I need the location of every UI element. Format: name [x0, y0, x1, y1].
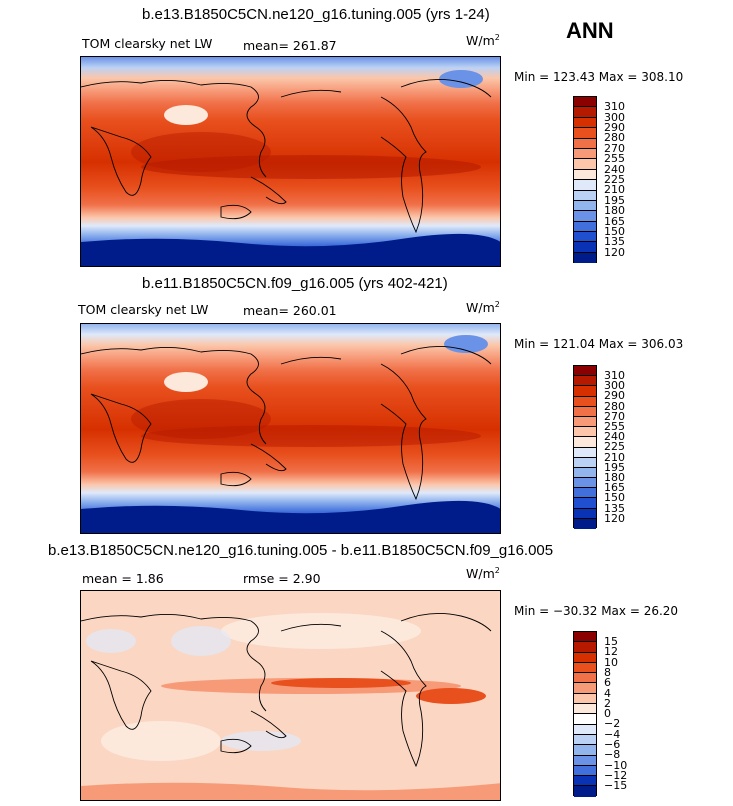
cbar-label: 210 [604, 183, 625, 197]
panel2-title: b.e11.B1850C5CN.f09_g16.005 (yrs 402-421… [142, 275, 448, 292]
cbar-label: 300 [604, 379, 625, 393]
cbar-label: 2 [604, 696, 611, 710]
cbar-label: 0 [604, 707, 611, 721]
cbar-label: 240 [604, 162, 625, 176]
cbar-label: 120 [604, 245, 625, 259]
cbar-label: 180 [604, 471, 625, 484]
panel1-colorbar [573, 96, 597, 264]
cbar-label: 165 [604, 481, 625, 495]
panel3-units: W/m2 [466, 566, 500, 582]
cbar-label: 310 [604, 100, 625, 113]
cbar-label: −8 [604, 748, 621, 762]
cbar-label: 8 [604, 665, 611, 679]
panel1-units: W/m2 [466, 33, 500, 49]
panel2-minmax: Min = 121.04 Max = 306.03 [514, 337, 684, 351]
panel3-mean: mean = 1.86 [82, 571, 164, 586]
cbar-label: −10 [604, 758, 628, 772]
cbar-label: −6 [604, 738, 621, 751]
panel3-rmse: rmse = 2.90 [243, 571, 321, 586]
cbar-label: 225 [604, 440, 625, 454]
cbar-label: 180 [604, 204, 625, 218]
cbar-label: 195 [604, 460, 625, 474]
cbar-label: 6 [604, 676, 611, 690]
cbar-label: 135 [604, 235, 625, 249]
cbar-label: 150 [604, 491, 625, 505]
cbar-label: 310 [604, 369, 625, 382]
panel3-map-plot [81, 591, 500, 800]
cbar-label: 12 [604, 645, 618, 659]
cbar-label: 120 [604, 511, 625, 525]
cbar-label: −15 [604, 779, 628, 793]
cbar-label: −12 [604, 768, 628, 782]
panel3-title: b.e13.B1850C5CN.ne120_g16.tuning.005 - b… [48, 542, 554, 559]
panel2-units: W/m2 [466, 300, 500, 316]
panel2-colorbar [573, 365, 597, 529]
panel3-minmax: Min = −30.32 Max = 26.20 [514, 604, 679, 618]
panel2-map-plot [81, 324, 500, 533]
cbar-label: 165 [604, 214, 625, 228]
cbar-label: 270 [604, 141, 625, 155]
cbar-label: 270 [604, 409, 625, 423]
cbar-label: 135 [604, 501, 625, 515]
cbar-label: 10 [604, 655, 618, 669]
cbar-label: 15 [604, 635, 618, 648]
cbar-label: 225 [604, 172, 625, 186]
cbar-label: 290 [604, 120, 625, 134]
cbar-label: 150 [604, 224, 625, 238]
cbar-label: 4 [604, 686, 611, 700]
cbar-label: −4 [604, 727, 621, 741]
panel2-variable: TOM clearsky net LW [78, 302, 209, 317]
panel3-colorbar [573, 631, 597, 797]
panel1-minmax: Min = 123.43 Max = 308.10 [514, 70, 684, 84]
cbar-label: 280 [604, 399, 625, 413]
panel1-mean: mean= 261.87 [243, 38, 337, 53]
panel1-title: b.e13.B1850C5CN.ne120_g16.tuning.005 (yr… [142, 6, 490, 23]
panel3-map [80, 590, 501, 801]
panel1-variable: TOM clearsky net LW [82, 36, 213, 51]
cbar-label: 300 [604, 110, 625, 124]
cbar-label: 210 [604, 450, 625, 464]
panel2-mean: mean= 260.01 [243, 303, 337, 318]
cbar-label: 290 [604, 389, 625, 403]
cbar-label: 255 [604, 152, 625, 166]
cbar-label: −2 [604, 717, 621, 731]
cbar-label: 280 [604, 131, 625, 145]
cbar-label: 255 [604, 420, 625, 433]
cbar-label: 240 [604, 430, 625, 444]
panel1-map [80, 56, 501, 267]
season-label: ANN [566, 18, 614, 43]
panel1-map-plot [81, 57, 500, 266]
panel2-map [80, 323, 501, 534]
cbar-label: 195 [604, 193, 625, 207]
